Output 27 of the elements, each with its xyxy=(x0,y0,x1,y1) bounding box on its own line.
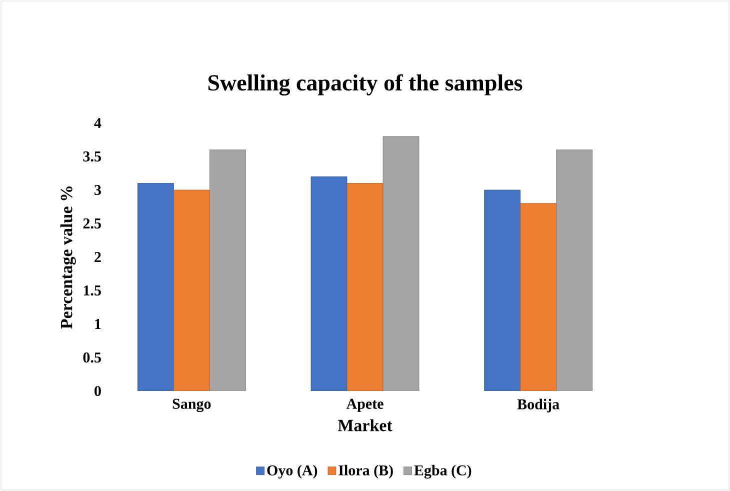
bar xyxy=(209,150,246,391)
y-axis-title: Percentage value % xyxy=(60,186,76,329)
legend-label: Ilora (B) xyxy=(338,464,393,478)
y-tick-label: 1 xyxy=(95,319,101,329)
y-tick-label: 2.5 xyxy=(83,218,101,229)
y-tick-label: 2 xyxy=(94,252,101,262)
y-tick-label: 4 xyxy=(94,118,102,128)
chart-title: Swelling capacity of the samples xyxy=(208,74,522,96)
y-tick-label: 0.5 xyxy=(83,352,101,363)
bar xyxy=(310,176,348,391)
x-axis-title: Market xyxy=(338,419,392,432)
x-tick-label: Apete xyxy=(346,398,384,412)
bar xyxy=(484,190,521,391)
y-tick-label: 3.5 xyxy=(83,151,101,162)
bar xyxy=(556,150,593,391)
x-tick-label: Bodija xyxy=(517,398,560,412)
y-tick-label: 0 xyxy=(94,386,101,396)
bar xyxy=(137,183,174,391)
legend-label: Oyo (A) xyxy=(267,464,318,479)
legend-label: Egba (C) xyxy=(414,464,472,479)
bar xyxy=(520,203,557,391)
bar xyxy=(346,183,384,391)
x-tick-label: Sango xyxy=(172,398,211,412)
bar xyxy=(173,190,210,391)
y-tick-label: 3 xyxy=(94,184,101,196)
y-tick-label: 1.5 xyxy=(84,285,101,296)
bar xyxy=(382,136,420,391)
